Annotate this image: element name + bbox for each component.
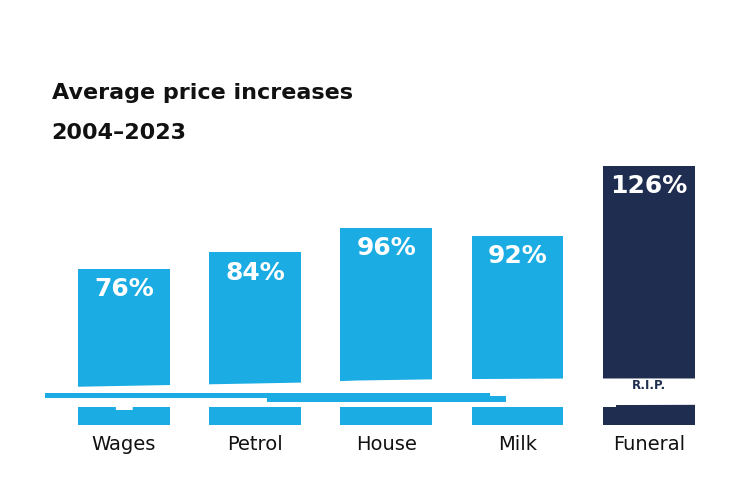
Bar: [78, 269, 170, 425]
Bar: [0, 391, 750, 401]
Text: 126%: 126%: [610, 174, 688, 198]
Text: R.I.P.: R.I.P.: [632, 379, 666, 392]
Bar: [209, 252, 301, 425]
Polygon shape: [176, 389, 750, 404]
Text: Average price increases: Average price increases: [52, 83, 352, 103]
Ellipse shape: [176, 388, 750, 391]
Bar: [267, 396, 506, 401]
Text: 96%: 96%: [356, 236, 416, 260]
Text: 84%: 84%: [225, 260, 285, 284]
Bar: [20, 393, 490, 398]
Bar: [472, 236, 563, 425]
Polygon shape: [0, 381, 750, 391]
Text: 2004–2023: 2004–2023: [52, 123, 187, 143]
FancyBboxPatch shape: [616, 396, 750, 398]
FancyBboxPatch shape: [0, 391, 616, 407]
Text: 76%: 76%: [94, 277, 154, 301]
Bar: [603, 166, 694, 425]
Bar: [340, 227, 432, 425]
Text: £: £: [113, 387, 134, 416]
FancyBboxPatch shape: [308, 379, 750, 394]
Text: 92%: 92%: [488, 244, 548, 268]
Ellipse shape: [255, 403, 750, 405]
